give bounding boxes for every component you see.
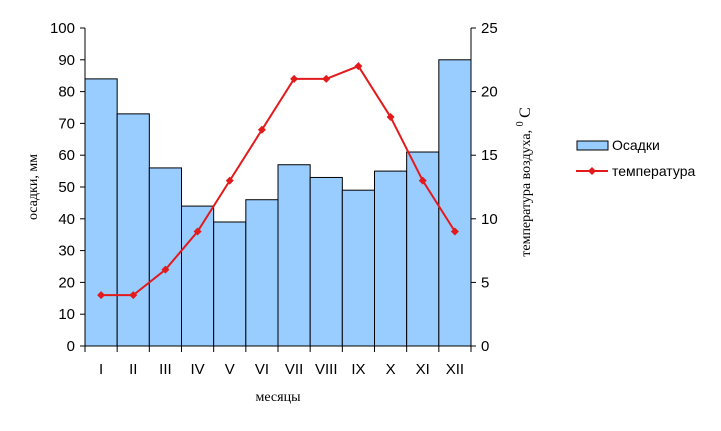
temperature-point-X xyxy=(386,113,395,122)
y-tick-label-right-20: 20 xyxy=(481,84,498,101)
x-tick-label-VI: VI xyxy=(255,361,269,378)
bar-VIII xyxy=(309,176,343,347)
y-tick-label-left-20: 20 xyxy=(58,274,75,291)
bar-I xyxy=(84,78,118,347)
x-tick-label-I: I xyxy=(99,361,103,378)
y-tick-label-left-0: 0 xyxy=(67,338,75,355)
y-tick-label-left-40: 40 xyxy=(58,211,75,228)
x-tick-label-X: X xyxy=(386,361,396,378)
bar-V xyxy=(213,221,247,347)
bar-IV xyxy=(181,205,215,347)
y-tick-label-left-10: 10 xyxy=(58,306,75,323)
y-tick-label-right-10: 10 xyxy=(481,211,498,228)
y-tick-label-left-100: 100 xyxy=(50,20,75,37)
x-tick-label-IX: IX xyxy=(351,361,365,378)
y-tick-label-left-60: 60 xyxy=(58,147,75,164)
x-axis-title: месяцы xyxy=(256,390,302,405)
x-tick-label-VIII: VIII xyxy=(315,361,338,378)
x-tick-label-III: III xyxy=(159,361,172,378)
legend-marker-temperature xyxy=(588,167,596,175)
y-tick-label-right-5: 5 xyxy=(481,274,489,291)
y-axis-right-title-text: температура воздуха, xyxy=(519,130,534,257)
legend: Осадки температура xyxy=(576,137,695,179)
temperature-point-V xyxy=(225,176,234,185)
y-tick-label-left-50: 50 xyxy=(58,179,75,196)
temperature-point-XII xyxy=(450,227,459,236)
x-tick-label-V: V xyxy=(225,361,235,378)
bar-IX xyxy=(341,189,376,347)
temperature-line-group xyxy=(97,62,459,300)
temperature-point-III xyxy=(161,265,170,274)
y-tick-label-left-90: 90 xyxy=(58,52,75,69)
temperature-point-IX xyxy=(354,62,363,71)
y-axis-left-title: осадки, мм xyxy=(26,154,41,220)
temperature-line xyxy=(101,64,456,297)
y-tick-label-right-25: 25 xyxy=(481,20,498,37)
y-axis-right-title-unit: C xyxy=(517,107,534,118)
svg-text:температура воздуха, 0: температура воздуха, 0 C xyxy=(512,107,534,257)
legend-swatch-precipitation xyxy=(576,140,609,151)
y-axis-right-title-sup: 0 xyxy=(515,121,526,126)
temperature-point-XI xyxy=(418,176,427,185)
y-tick-label-right-15: 15 xyxy=(481,147,498,164)
x-tick-label-XI: XI xyxy=(416,361,430,378)
y-tick-label-left-30: 30 xyxy=(58,243,75,260)
x-tick-label-II: II xyxy=(129,361,137,378)
x-tick-label-VII: VII xyxy=(285,361,303,378)
temperature-point-IV xyxy=(193,227,202,236)
temperature-point-II xyxy=(129,291,138,300)
y-axis-right-title: температура воздуха, 0 C xyxy=(512,107,534,257)
bar-XII xyxy=(438,59,472,347)
temperature-point-VIII xyxy=(322,74,331,83)
axes-group xyxy=(80,27,476,352)
y-tick-label-left-80: 80 xyxy=(58,84,75,101)
legend-label-precipitation: Осадки xyxy=(612,137,660,153)
y-tick-label-left-70: 70 xyxy=(58,115,75,132)
bar-VI xyxy=(245,199,279,347)
bar-VII xyxy=(277,164,311,347)
y-tick-label-right-0: 0 xyxy=(481,338,489,355)
x-tick-label-IV: IV xyxy=(190,361,204,378)
bar-X xyxy=(374,170,408,347)
temperature-point-VI xyxy=(257,125,266,134)
x-tick-label-XII: XII xyxy=(446,361,464,378)
temperature-point-VII xyxy=(290,74,299,83)
temperature-point-I xyxy=(97,291,106,300)
bar-II xyxy=(116,113,150,347)
legend-label-temperature: температура xyxy=(612,163,695,179)
